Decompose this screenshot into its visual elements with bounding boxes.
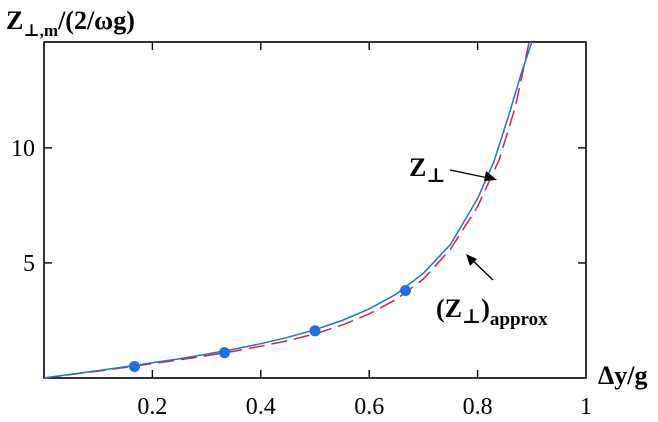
series-line-z-perp (43, 41, 533, 379)
x-axis-title: Δy/g (598, 361, 648, 390)
annotation-z-perp-approx-main: Z (445, 294, 462, 323)
data-point-marker (309, 325, 321, 337)
y-axis-title-sub: ⊥,m (23, 21, 58, 40)
series-line-z-perp-approx (43, 41, 530, 379)
y-axis-title-rest: /(2/ωg) (57, 6, 135, 35)
annotation-arrowhead-z-perp-approx (466, 254, 477, 266)
series-layer (43, 41, 533, 379)
annotation-z-perp-main: Z (409, 153, 426, 182)
y-axis-title-main: Z (6, 6, 23, 35)
x-tick-label: 0.8 (463, 394, 493, 420)
annotation-arrowhead-z-perp (484, 171, 497, 181)
x-tick-label: 0.2 (137, 394, 167, 420)
annotation-z-perp: Z⊥ (409, 153, 446, 187)
data-point-marker (400, 285, 412, 297)
annotation-z-perp-approx-suffix: approx (490, 309, 548, 330)
plot-frame (43, 41, 587, 379)
y-tick-label: 5 (23, 251, 35, 277)
annotation-z-perp-approx: (Z⊥)approx (436, 294, 548, 330)
marker-layer (129, 285, 412, 372)
x-tick-label: 1 (580, 394, 592, 420)
x-tick-label: 0.6 (354, 394, 384, 420)
data-point-marker (129, 360, 141, 372)
y-tick-label: 10 (11, 136, 35, 162)
data-point-marker (218, 347, 230, 359)
y-axis-title: Z⊥,m/(2/ωg) (6, 6, 135, 40)
annotation-z-perp-sub: ⊥ (426, 165, 445, 187)
axis-ticks: 0.2 0.4 0.6 0.8 1 5 10 (11, 42, 592, 420)
x-tick-label: 0.4 (246, 394, 276, 420)
annotation-z-perp-approx-sub: ⊥ (462, 306, 481, 328)
